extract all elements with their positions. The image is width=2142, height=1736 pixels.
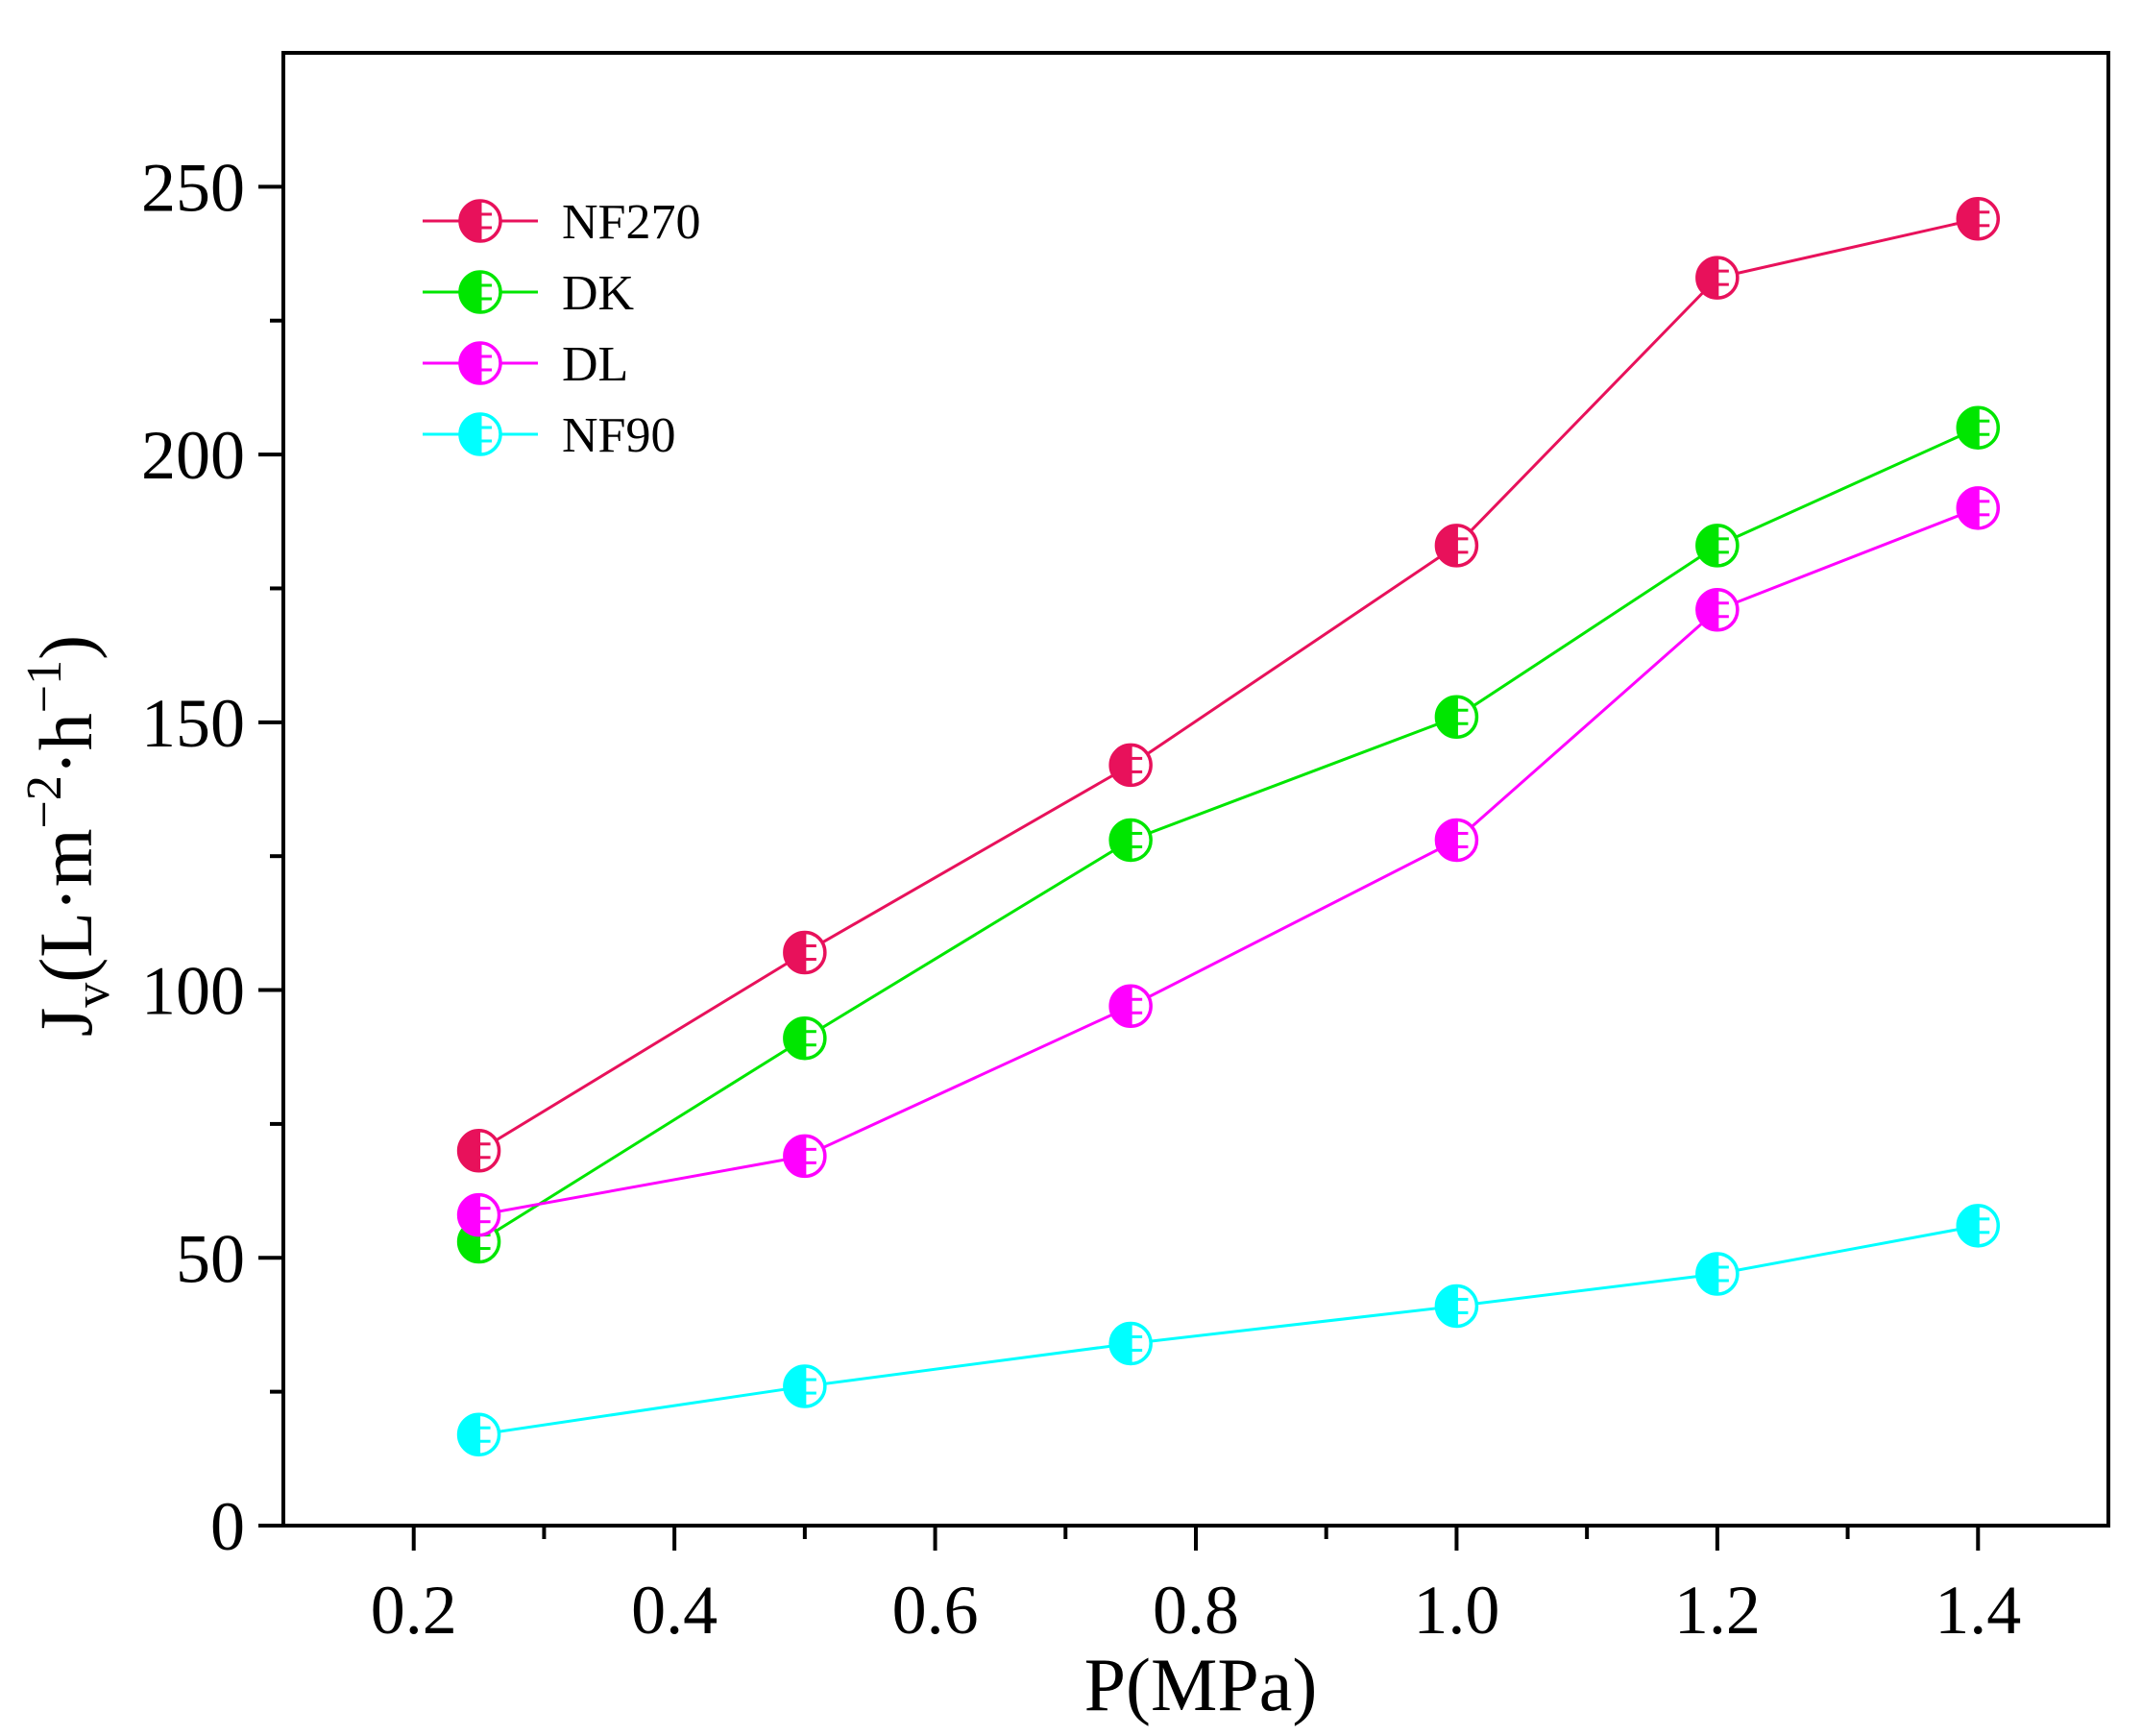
data-point-dk (1956, 405, 2001, 450)
data-point-nf90 (1695, 1252, 1740, 1296)
series-line-dl (478, 506, 1979, 1217)
legend-item-dl: DL (423, 337, 628, 392)
series-nf270 (456, 197, 2001, 1173)
series-line-nf270 (477, 217, 1979, 1153)
data-point-dl (1695, 588, 1740, 632)
y-axis-title-exp1: −2 (17, 775, 72, 828)
data-point-nf270 (456, 1129, 501, 1173)
y-axis-title-subscript: v (65, 983, 120, 1008)
x-tick-label: 1.2 (1674, 1572, 1761, 1649)
data-point-dl (1956, 486, 2001, 530)
data-point-nf270 (1956, 197, 2001, 241)
legend: NF270 DK DL NF90 (423, 195, 700, 463)
series-dl (456, 486, 2001, 1237)
x-axis-title: P(MPa) (1084, 1643, 1318, 1726)
y-tick-label: 150 (141, 685, 245, 762)
data-point-dk (1108, 818, 1153, 863)
x-tick-label: 1.4 (1935, 1572, 2021, 1649)
legend-label: NF90 (562, 408, 675, 463)
x-tick-label: 1.0 (1413, 1572, 1499, 1649)
y-axis-title-unit-open: (L·m (24, 829, 108, 983)
legend-item-nf90: NF90 (423, 408, 675, 463)
data-point-nf90 (783, 1364, 827, 1408)
legend-marker (458, 199, 502, 243)
series-nf90 (456, 1204, 2001, 1456)
data-point-nf270 (1695, 256, 1740, 300)
y-tick-label: 100 (141, 953, 245, 1030)
data-point-nf90 (1956, 1204, 2001, 1248)
data-point-dl (1108, 984, 1153, 1029)
legend-item-dk: DK (423, 266, 635, 321)
legend-item-nf270: NF270 (423, 195, 700, 250)
y-axis-title-unit-mid: ·h (24, 713, 108, 775)
axes-layer: 0.2 0.4 0.6 0.8 1.0 1.2 1.4 0 50 100 150 200 250 (141, 51, 2110, 1649)
data-point-dk (1695, 524, 1740, 568)
y-tick-label: 0 (210, 1488, 245, 1565)
data-point-nf270 (1108, 743, 1153, 788)
data-point-dk (783, 1015, 827, 1061)
series-line-dk (477, 426, 1979, 1243)
y-axis-title: Jv(L·m−2·h−1) (17, 635, 120, 1037)
legend-label: NF270 (562, 195, 700, 250)
y-axis-title-base: J (24, 1008, 108, 1037)
x-tick-label: 0.2 (371, 1572, 457, 1649)
x-tick-label: 0.6 (892, 1572, 979, 1649)
legend-label: DK (562, 266, 635, 321)
data-point-dl (783, 1134, 827, 1179)
data-point-nf90 (1434, 1284, 1479, 1329)
data-point-dl (456, 1192, 501, 1237)
series-line-nf90 (478, 1224, 1979, 1436)
y-tick-label: 50 (176, 1220, 245, 1297)
data-point-nf270 (783, 930, 827, 975)
data-point-dk (1434, 695, 1479, 739)
legend-marker (458, 270, 502, 314)
series-layer (456, 197, 2001, 1456)
x-tick-label: 0.4 (631, 1572, 718, 1649)
data-point-nf90 (456, 1412, 501, 1456)
y-tick-label: 250 (141, 149, 245, 226)
y-axis-title-unit-close: ) (24, 635, 108, 660)
legend-marker (458, 341, 502, 385)
legend-marker (458, 412, 502, 456)
y-tick-label: 200 (141, 417, 245, 494)
plot-frame (281, 51, 2110, 1528)
data-point-nf90 (1108, 1321, 1153, 1366)
y-axis-title-exp2: −1 (17, 660, 72, 713)
series-dk (456, 405, 2001, 1264)
data-point-dl (1434, 818, 1479, 863)
legend-label: DL (562, 337, 628, 392)
x-tick-label: 0.8 (1153, 1572, 1239, 1649)
data-point-nf270 (1434, 524, 1479, 568)
